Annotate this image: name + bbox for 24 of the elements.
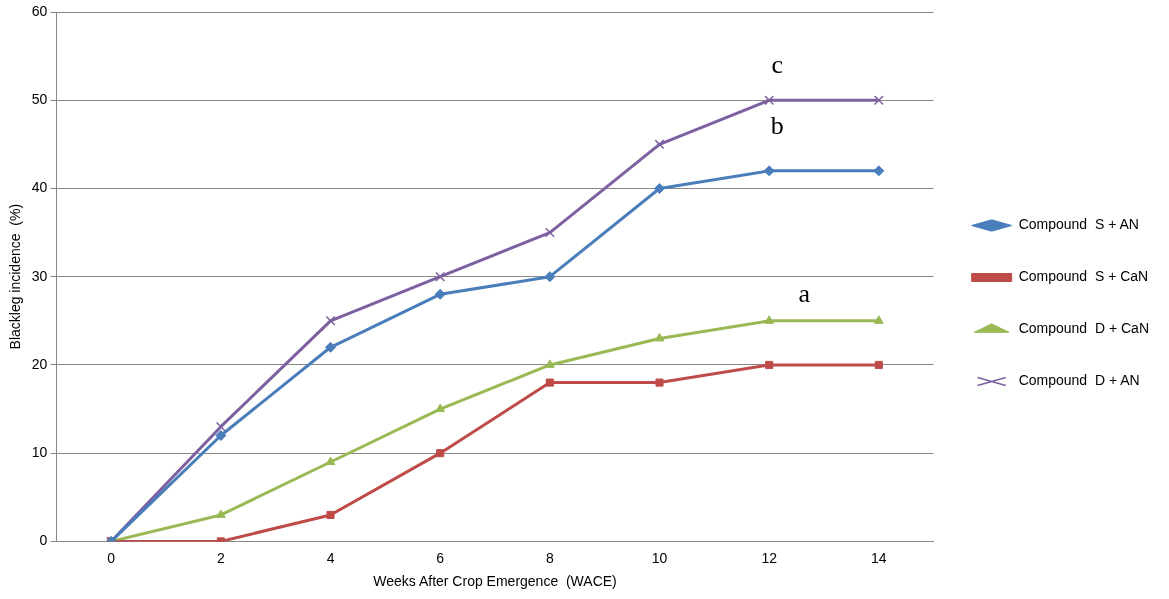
- legend-label: Compound S + AN: [1018, 216, 1139, 233]
- x-tick-label: 6: [436, 549, 445, 566]
- y-tick-label: 20: [31, 355, 48, 372]
- x-tick-label: 12: [761, 549, 778, 566]
- x-tick-label: 14: [871, 549, 887, 566]
- y-tick-label: 60: [31, 2, 48, 19]
- x-tick-label: 4: [326, 549, 335, 566]
- x-tick-label: 2: [216, 549, 225, 566]
- y-tick-label: 30: [31, 267, 48, 284]
- y-axis-title: Blackleg incidence (%): [7, 203, 24, 350]
- annotation: b: [770, 111, 784, 141]
- legend-label: Compound S + CaN: [1018, 268, 1149, 285]
- x-tick-label: 0: [107, 549, 116, 566]
- annotation: a: [798, 279, 811, 308]
- x-tick-label: 8: [545, 549, 554, 566]
- y-tick-label: 10: [31, 444, 48, 461]
- annotation: c: [771, 49, 783, 79]
- legend-label: Compound D + CaN: [1018, 320, 1149, 337]
- y-tick-label: 0: [39, 532, 48, 549]
- y-tick-label: 40: [31, 179, 48, 196]
- x-axis-title: Weeks After Crop Emergence (WACE): [373, 573, 617, 590]
- y-tick-label: 50: [31, 91, 48, 108]
- x-tick-label: 10: [651, 549, 668, 566]
- legend-label: Compound D + AN: [1018, 372, 1140, 389]
